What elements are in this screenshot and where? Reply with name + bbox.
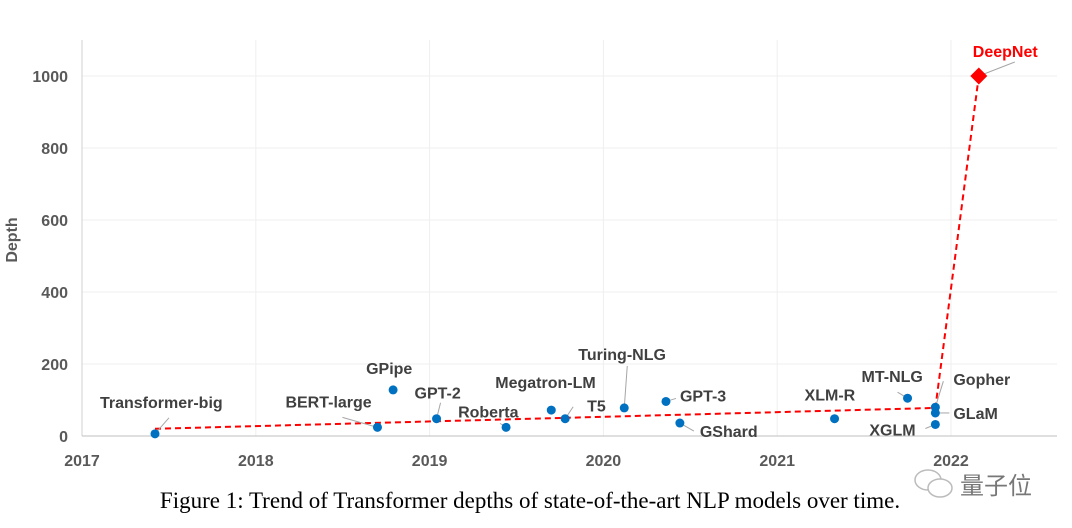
watermark: 量子位 [912,466,1032,501]
x-tick-label: 2020 [586,453,622,470]
point-label: Gopher [953,372,1010,389]
x-tick-label: 2019 [412,453,448,470]
data-point [903,393,913,403]
data-point [830,414,840,424]
data-point [930,408,940,418]
point-label: XLM-R [805,388,856,405]
point-label: GPipe [366,361,412,378]
x-tick-label: 2017 [64,453,100,470]
data-point [560,414,570,424]
highlight-point [970,67,988,85]
point-label: XGLM [869,422,915,439]
data-point [150,429,160,439]
y-tick-label: 600 [41,213,68,230]
point-label: GPT-3 [680,388,726,405]
point-label: GPT-2 [415,386,461,403]
leader-line [934,381,944,408]
data-point [546,405,556,415]
data-point [619,403,629,413]
data-point [432,414,442,424]
y-tick-label: 800 [41,141,68,158]
figure-caption: Figure 1: Trend of Transformer depths of… [159,488,901,513]
point-label: GShard [700,424,758,441]
leader-line [623,365,628,408]
point-label: MT-NLG [862,369,923,386]
wechat-icon [914,468,953,498]
data-point [388,385,398,395]
point-label: GLaM [953,406,997,423]
data-point [501,422,511,432]
y-tick-label: 1000 [32,69,68,86]
leader-line [342,416,378,428]
y-axis-label: Depth [4,217,21,262]
highlight-label: DeepNet [973,44,1039,61]
point-label: Turing-NLG [578,347,666,364]
point-label: T5 [587,399,606,416]
point-label: Roberta [458,404,519,421]
watermark-text: 量子位 [960,472,1032,500]
data-point [372,422,382,432]
x-tick-label: 2018 [238,453,274,470]
y-tick-label: 400 [41,285,68,302]
point-label: Megatron-LM [495,375,595,392]
data-point [675,418,685,428]
point-label: BERT-large [285,394,371,411]
data-point [661,396,671,406]
point-label: Transformer-big [100,395,223,412]
y-tick-label: 200 [41,357,68,374]
x-tick-label: 2022 [933,453,969,470]
x-tick-label: 2021 [759,453,795,470]
y-tick-label: 0 [59,429,68,446]
data-point [930,419,940,429]
depth-chart: 0 200 400 600 800 1000 2017 2018 2019 2020 2021 202… [4,40,1057,470]
